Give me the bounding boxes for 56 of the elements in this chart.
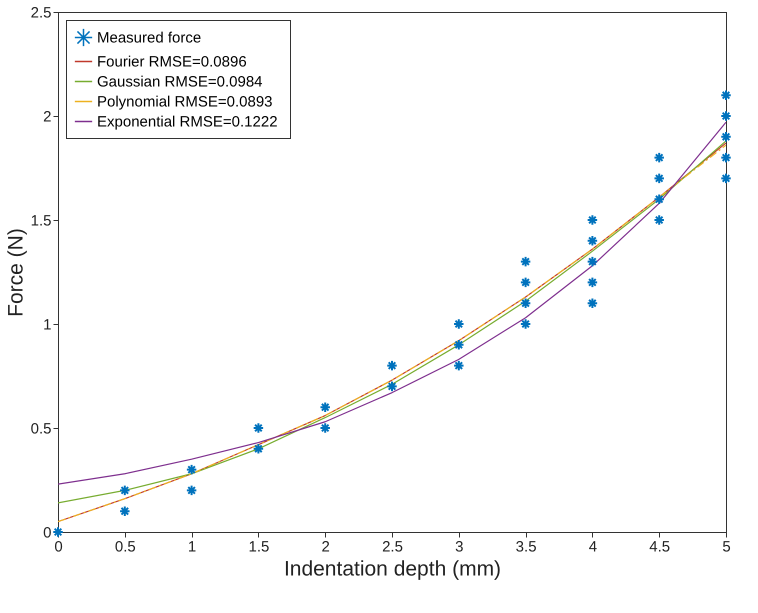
x-tick-label: 1.5 — [248, 538, 270, 556]
y-tick-label: 0.5 — [30, 420, 52, 438]
x-tick-label: 2 — [322, 538, 330, 556]
point — [119, 484, 131, 496]
point — [520, 276, 532, 288]
point — [520, 318, 532, 330]
point — [252, 443, 264, 455]
point — [319, 401, 331, 413]
point — [386, 360, 398, 372]
x-axis-title: Indentation depth (mm) — [284, 558, 502, 580]
x-tick-label: 5 — [722, 538, 731, 556]
point — [520, 256, 532, 268]
point — [186, 484, 198, 496]
point — [586, 297, 598, 309]
x-tick-label: 0 — [54, 538, 63, 556]
point — [453, 360, 465, 372]
point — [586, 235, 598, 247]
point — [186, 464, 198, 476]
point — [720, 110, 732, 122]
x-tick-label: 3 — [455, 538, 464, 556]
legend-label: Gaussian RMSE=0.0984 — [97, 74, 263, 90]
x-tick-label: 2.5 — [382, 538, 403, 556]
y-tick-label: 1.5 — [30, 212, 52, 230]
legend-label: Measured force — [97, 30, 202, 46]
point — [653, 152, 665, 164]
point — [586, 256, 598, 268]
point — [720, 131, 732, 143]
legend-label: Exponential RMSE=0.1222 — [97, 114, 278, 130]
legend-label: Polynomial RMSE=0.0893 — [97, 94, 273, 110]
point — [386, 380, 398, 392]
point — [586, 214, 598, 226]
x-tick-label: 4 — [588, 538, 598, 556]
point — [653, 172, 665, 184]
point — [653, 193, 665, 205]
point — [720, 89, 732, 101]
y-tick-label: 1 — [43, 316, 52, 334]
x-tick-label: 3.5 — [516, 538, 537, 556]
point — [653, 214, 665, 226]
y-tick-label: 2 — [43, 108, 52, 126]
point — [720, 172, 732, 184]
point — [52, 526, 64, 538]
point — [453, 339, 465, 351]
y-axis-title: Force (N) — [4, 228, 28, 317]
point — [720, 152, 732, 164]
point — [453, 318, 465, 330]
x-tick-label: 0.5 — [114, 538, 136, 556]
point — [586, 276, 598, 288]
x-tick-label: 1 — [188, 538, 196, 556]
y-tick-label: 2.5 — [30, 4, 52, 22]
y-tick-label: 0 — [43, 524, 52, 542]
legend-label: Fourier RMSE=0.0896 — [97, 54, 247, 70]
point — [520, 297, 532, 309]
point — [252, 422, 264, 434]
point — [319, 422, 331, 434]
point — [119, 505, 131, 517]
x-tick-label: 4.5 — [649, 538, 670, 556]
